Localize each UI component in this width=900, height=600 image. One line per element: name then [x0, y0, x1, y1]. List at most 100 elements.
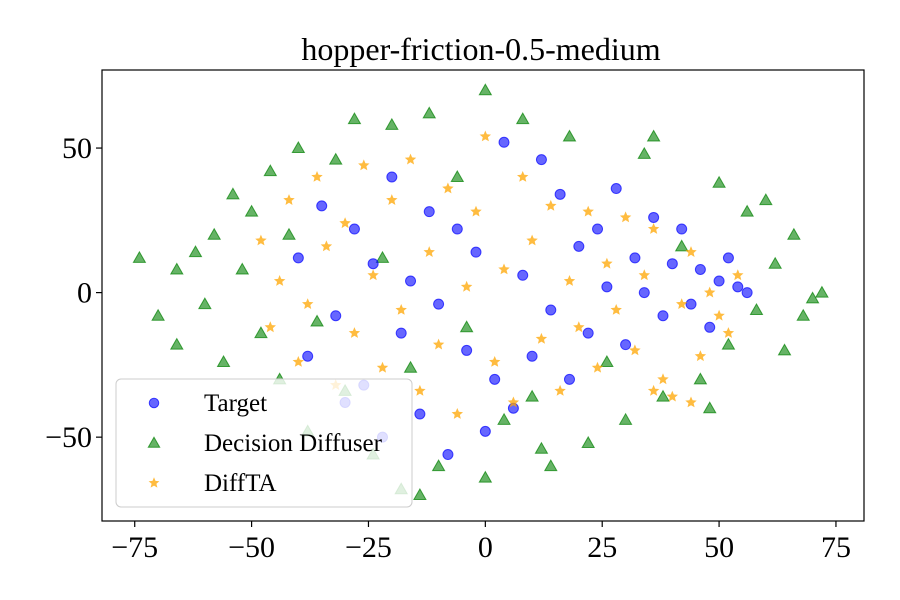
decision-diffuser-point: [543, 459, 558, 472]
decision-diffuser-point: [291, 141, 306, 154]
diffta-point: [451, 408, 463, 419]
target-point: [517, 269, 529, 281]
decision-diffuser-point: [431, 459, 446, 472]
target-point: [479, 425, 491, 437]
decision-diffuser-point: [263, 164, 278, 177]
diffta-point: [619, 211, 632, 223]
y-tick-label: −50: [45, 421, 92, 454]
decision-diffuser-point: [721, 337, 736, 350]
diffta-point: [638, 269, 650, 281]
diffta-point: [554, 384, 566, 396]
diffta-point: [395, 304, 407, 315]
diffta-point: [657, 373, 669, 385]
diffta-point: [526, 234, 538, 246]
diffta-point: [367, 269, 379, 281]
decision-diffuser-point: [478, 470, 493, 483]
target-point: [302, 350, 314, 362]
diffta-point: [573, 321, 585, 333]
diffta-point: [666, 390, 678, 402]
target-point: [395, 327, 407, 339]
chart-title: hopper-friction-0.5-medium: [301, 31, 660, 67]
diffta-point: [339, 217, 351, 229]
target-point: [685, 298, 697, 310]
decision-diffuser-point: [693, 372, 708, 385]
diffta-point: [647, 384, 660, 396]
target-point: [610, 183, 622, 195]
target-point: [554, 188, 566, 200]
diffta-point: [414, 384, 426, 396]
x-tick-label: 50: [704, 531, 734, 564]
decision-diffuser-point: [384, 117, 399, 130]
target-point: [713, 275, 725, 287]
decision-diffuser-point: [515, 112, 530, 125]
target-point: [741, 287, 753, 299]
decision-diffuser-point: [787, 227, 801, 240]
diffta-point: [479, 130, 491, 142]
x-tick-label: −25: [345, 531, 392, 564]
diffta-point: [713, 309, 725, 321]
target-point: [620, 339, 632, 351]
decision-diffuser-point: [169, 337, 184, 350]
x-tick-label: −75: [111, 531, 158, 564]
diffta-point: [610, 304, 622, 315]
decision-diffuser-point: [235, 262, 250, 275]
diffta-point: [273, 275, 286, 286]
decision-diffuser-point: [347, 112, 362, 125]
decision-diffuser-point: [618, 412, 633, 425]
decision-diffuser-point: [805, 291, 820, 304]
diffta-point: [283, 194, 295, 205]
target-point: [461, 344, 473, 356]
diffta-point: [311, 171, 323, 182]
diffta-point: [404, 153, 417, 165]
decision-diffuser-point: [422, 106, 437, 119]
decision-diffuser-point: [413, 487, 427, 500]
decision-diffuser-point: [749, 302, 764, 315]
diffta-point: [582, 205, 594, 217]
diffta-point: [358, 159, 370, 171]
decision-diffuser-point: [197, 297, 212, 310]
legend-marker-target: [148, 397, 160, 409]
target-point: [657, 310, 669, 322]
decision-diffuser-point: [403, 360, 418, 373]
legend-label-diffta: DiffTA: [204, 470, 277, 497]
x-tick-label: −50: [228, 531, 275, 564]
plot-area-frame: [101, 69, 865, 522]
diffta-point: [507, 396, 520, 408]
diffta-point: [432, 338, 445, 350]
diffta-point: [348, 327, 361, 338]
diffta-point: [489, 356, 501, 367]
diffta-point: [498, 263, 510, 275]
decision-diffuser-point: [151, 308, 165, 321]
target-point: [498, 136, 510, 148]
target-point: [704, 321, 716, 333]
diffta-point: [545, 199, 557, 211]
decision-diffuser-point: [450, 169, 465, 182]
decision-diffuser-point: [525, 389, 539, 402]
y-axis: 50 0 −50: [45, 132, 102, 454]
decision-diffuser-point: [216, 354, 231, 367]
diffta-point: [563, 275, 576, 286]
diffta-point: [460, 280, 473, 292]
legend-box: [115, 378, 413, 508]
diffta-point: [376, 361, 389, 373]
legend: Target Decision Diffuser DiffTA: [115, 378, 413, 508]
target-point: [367, 258, 379, 270]
x-tick-label: 0: [478, 531, 493, 564]
decision-diffuser-point: [534, 441, 549, 454]
diffta-point: [601, 257, 613, 269]
diffta-point: [704, 286, 716, 298]
legend-marker-decision-diffuser: [147, 436, 161, 448]
diffta-point: [591, 361, 604, 373]
diffta-point: [302, 298, 314, 309]
decision-diffuser-point: [244, 204, 259, 217]
decision-diffuser-point: [188, 245, 203, 258]
target-point: [732, 281, 744, 293]
target-point: [451, 223, 463, 235]
target-point: [470, 246, 482, 258]
decision-diffuser-point: [702, 401, 717, 414]
target-point: [629, 252, 641, 264]
diffta-point: [629, 344, 641, 356]
target-point: [535, 154, 547, 166]
diffta-point: [255, 234, 267, 246]
